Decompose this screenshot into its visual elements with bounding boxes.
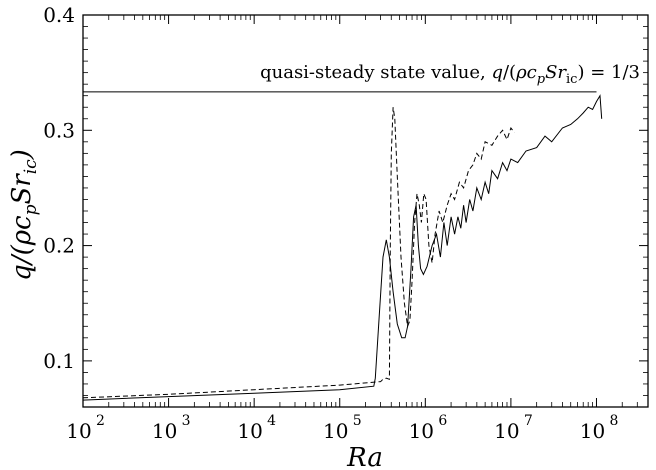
x-tick-label: 10 bbox=[580, 419, 605, 443]
series-line-solid bbox=[82, 94, 603, 401]
y-tick-label: 0.4 bbox=[43, 3, 75, 27]
x-tick-label: 10 bbox=[66, 419, 91, 443]
x-tick-label: 10 bbox=[494, 419, 519, 443]
x-tick-exponent: 8 bbox=[609, 413, 618, 429]
y-axis-label: q/(ρcpSric) bbox=[7, 149, 41, 281]
x-tick-exponent: 7 bbox=[524, 413, 533, 429]
y-tick-label: 0.2 bbox=[43, 234, 75, 258]
x-tick-label: 10 bbox=[152, 419, 177, 443]
x-tick-exponent: 2 bbox=[96, 413, 105, 429]
x-tick-exponent: 4 bbox=[267, 413, 276, 429]
x-tick-exponent: 5 bbox=[353, 413, 362, 429]
y-tick-label: 0.1 bbox=[43, 349, 75, 373]
x-tick-exponent: 3 bbox=[182, 413, 191, 429]
x-tick-label: 10 bbox=[237, 419, 262, 443]
series-line-dashed bbox=[82, 107, 515, 399]
annotation-text: quasi-steady state value, q/(ρcpSric) = … bbox=[260, 62, 640, 87]
x-axis-label: Ra bbox=[346, 443, 383, 470]
x-tick-exponent: 6 bbox=[438, 413, 447, 429]
series-lines bbox=[82, 91, 603, 401]
tick-marks bbox=[82, 14, 649, 407]
y-tick-label: 0.3 bbox=[43, 118, 75, 142]
tick-labels: 10 2 10 3 10 4 10 5 10 6 10 7 10 80.10.20.30.4 bbox=[43, 3, 618, 443]
x-tick-label: 10 bbox=[323, 419, 348, 443]
x-tick-label: 10 bbox=[409, 419, 434, 443]
